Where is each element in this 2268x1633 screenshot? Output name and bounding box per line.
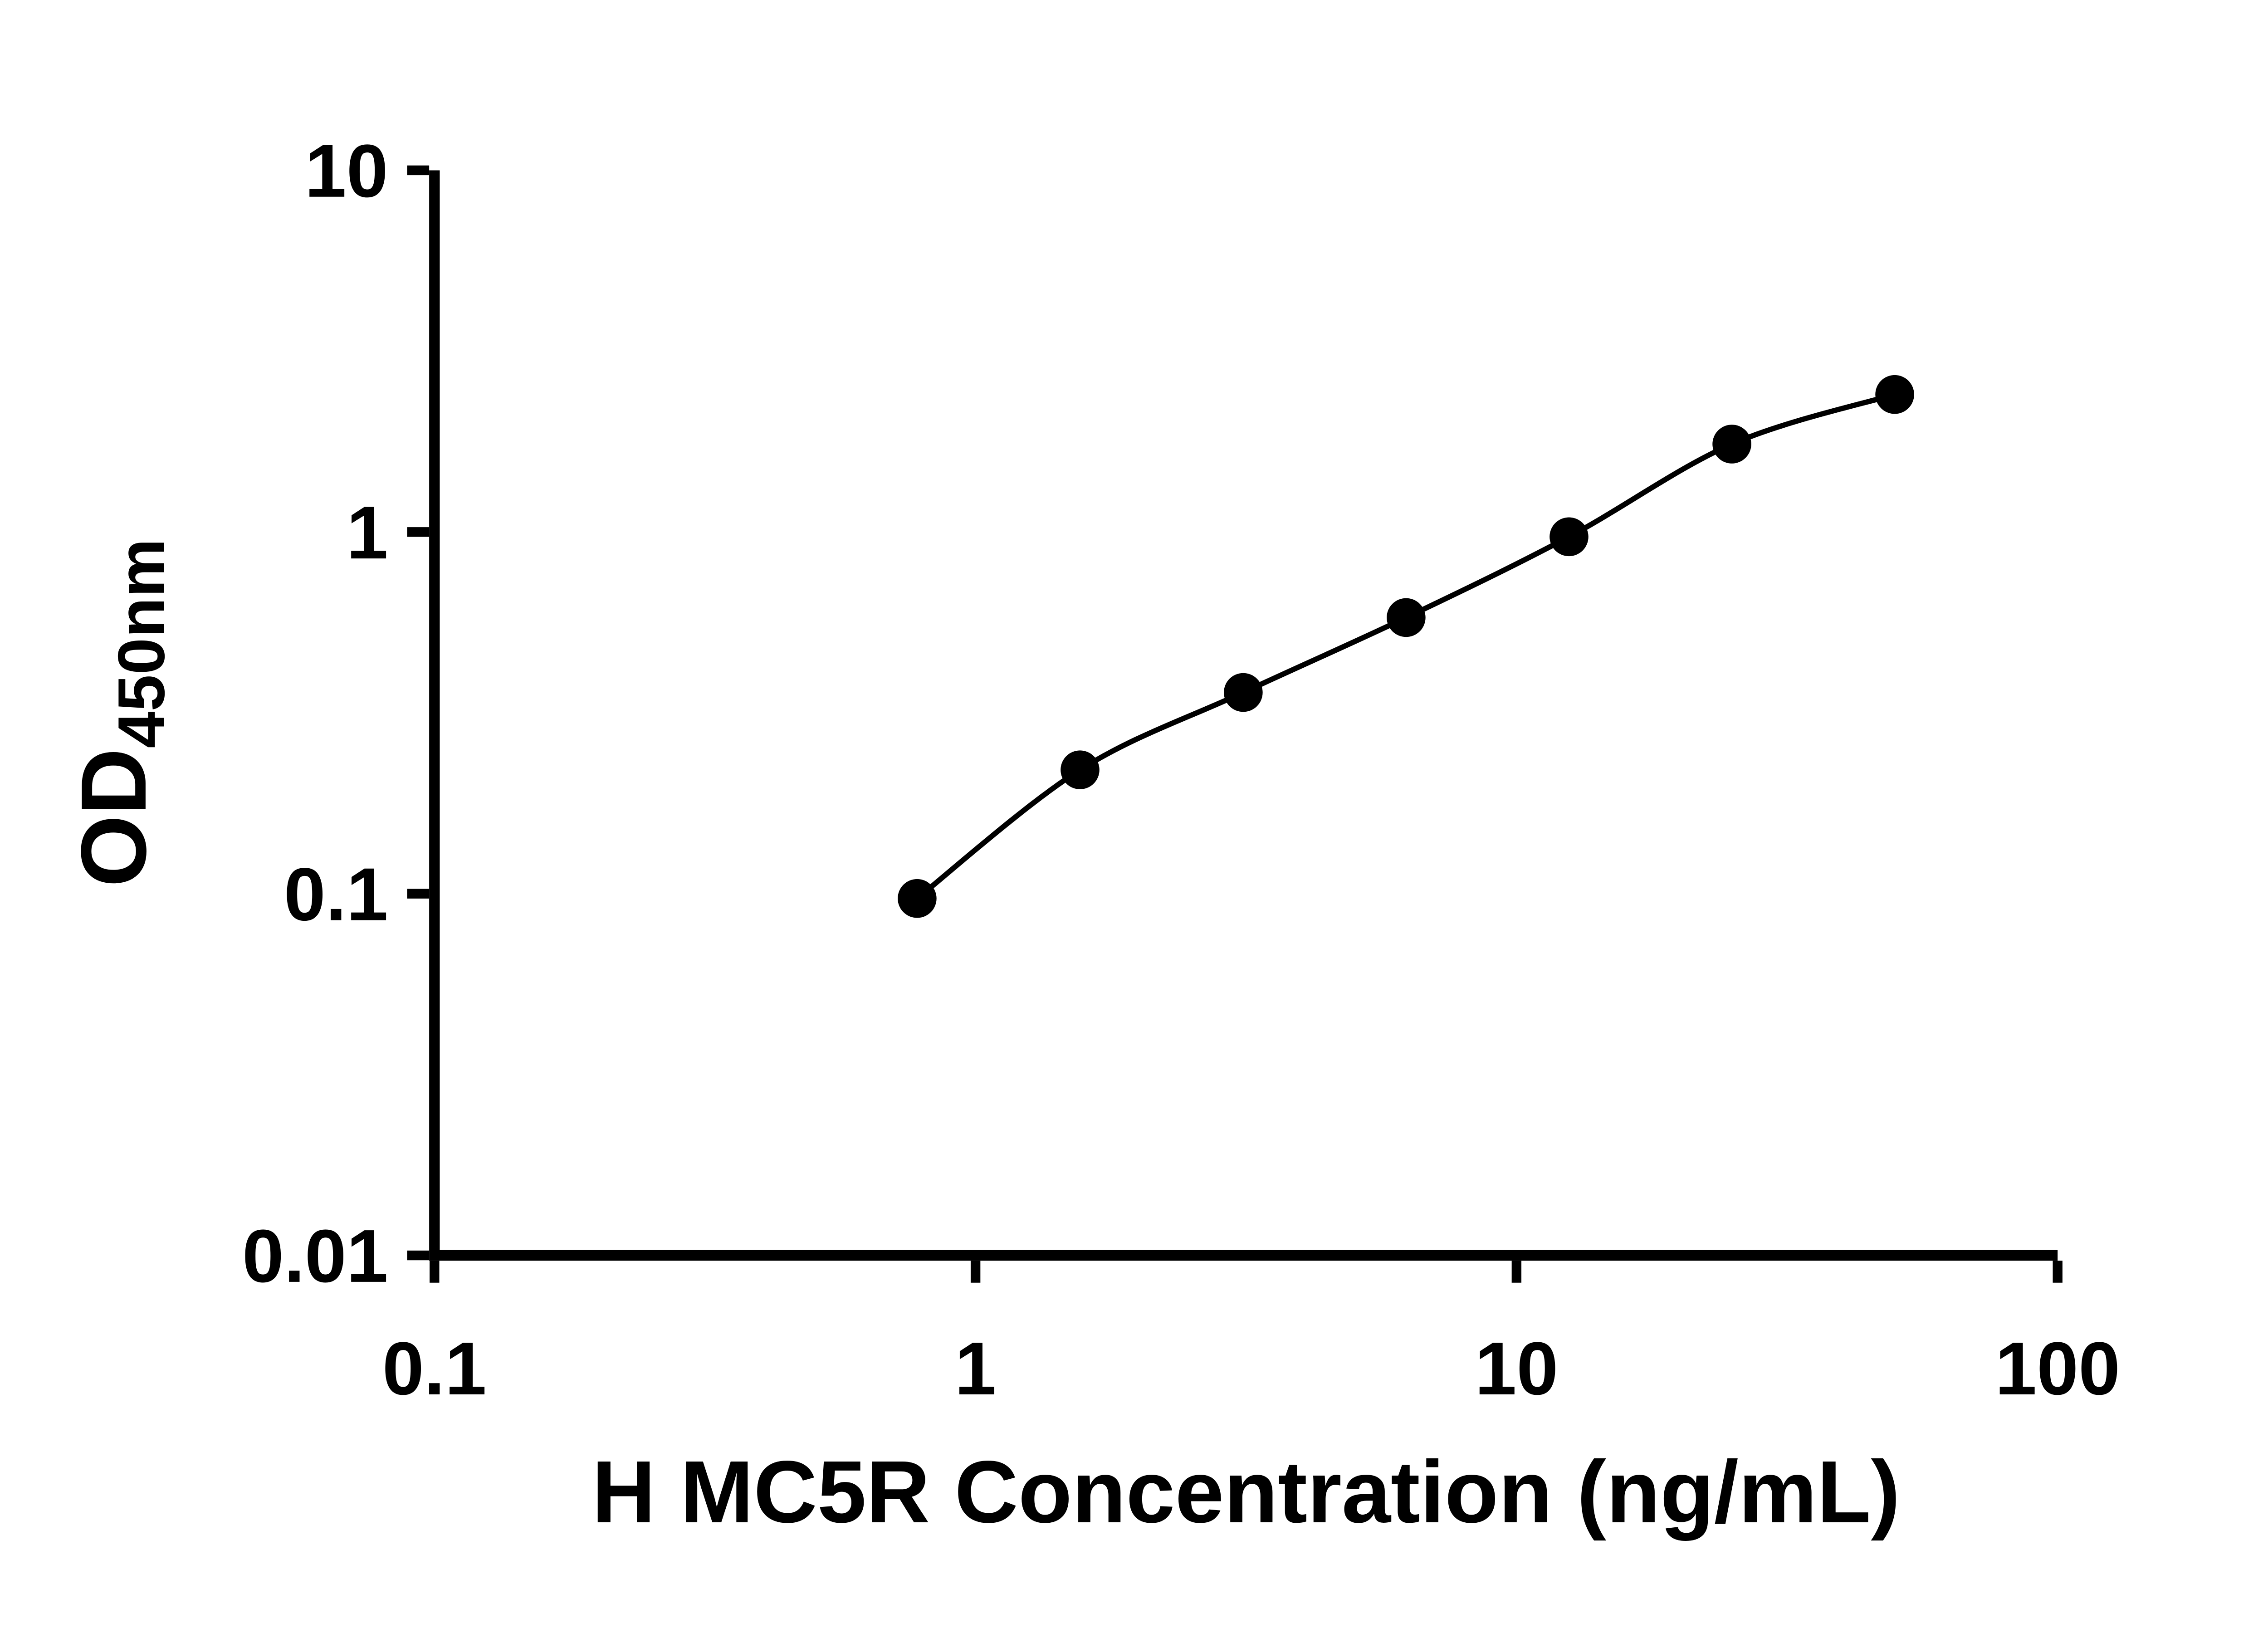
data-point: [898, 879, 937, 918]
y-tick-label: 10: [305, 129, 388, 213]
y-tick-label: 0.1: [284, 853, 388, 937]
y-axis-title-sub: 450nm: [104, 538, 178, 748]
x-tick-label: 1: [955, 1327, 997, 1411]
axis-ticks: [407, 165, 2063, 1283]
data-point: [1712, 425, 1751, 464]
x-tick-label: 0.1: [382, 1327, 487, 1411]
axis-tick-labels: 0.1 1 10 100 0.01 0.1 1 10: [242, 129, 2120, 1411]
data-point: [1387, 598, 1426, 637]
data-point: [1875, 375, 1914, 414]
fit-curve-path: [915, 392, 1896, 901]
y-tick-label: 0.01: [242, 1214, 388, 1298]
x-tick-label: 10: [1475, 1327, 1558, 1411]
axis-spines: [429, 170, 2058, 1261]
y-axis-title-main: OD: [62, 748, 166, 887]
data-point: [1061, 750, 1100, 789]
fit-curve: [915, 392, 1896, 901]
y-tick-label: 1: [347, 491, 388, 575]
x-axis-title: H MC5R Concentration (ng/mL): [592, 1443, 1900, 1541]
data-points: [898, 375, 1914, 918]
axes: [429, 170, 2058, 1261]
data-point: [1224, 673, 1263, 712]
x-tick-label: 100: [1995, 1327, 2120, 1411]
data-point: [1549, 517, 1589, 557]
y-axis-title: OD450nm: [62, 538, 178, 887]
